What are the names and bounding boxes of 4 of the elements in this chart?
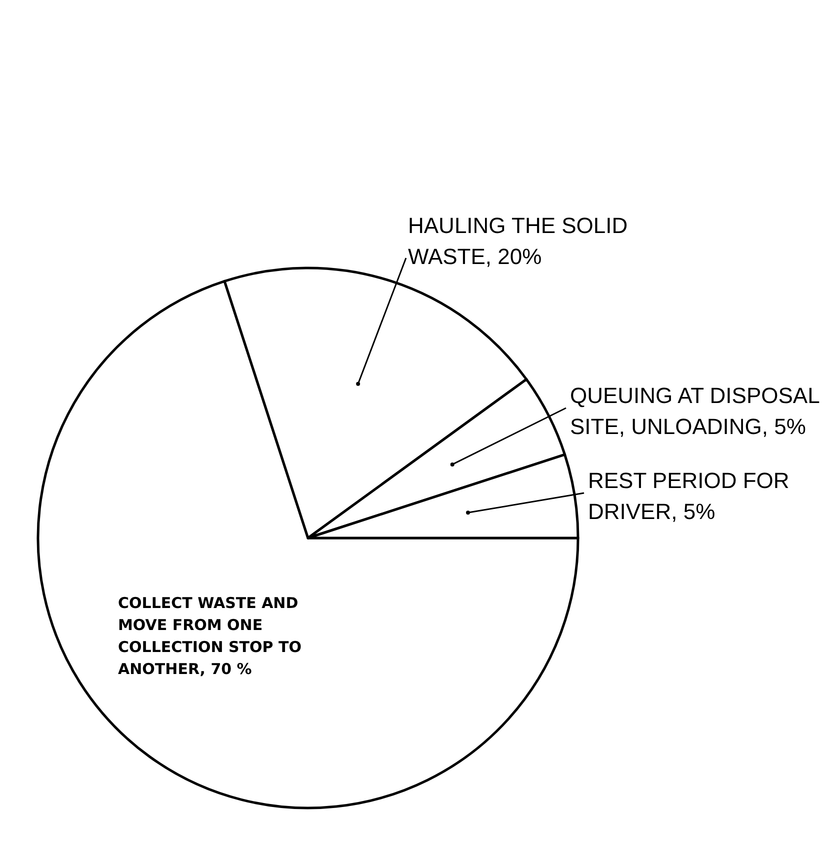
slice-label: QUEUING AT DISPOSAL SITE, UNLOADING, 5% (570, 383, 820, 439)
slice-label: COLLECT WASTE AND MOVE FROM ONE COLLECTION STOP TO ANOTHER, 70 % (118, 594, 302, 678)
slice-label: REST PERIOD FOR DRIVER, 5% (588, 468, 790, 524)
slice-label: HAULING THE SOLID WASTE, 20% (408, 213, 628, 269)
